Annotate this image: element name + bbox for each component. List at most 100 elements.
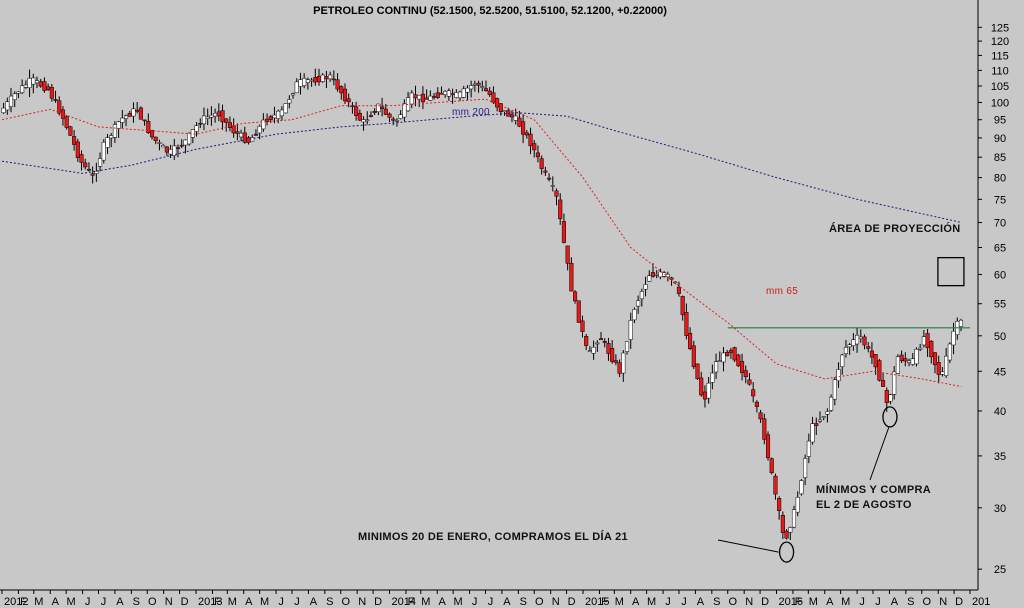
candle-bear	[524, 132, 529, 136]
january-pointer-line	[717, 539, 779, 553]
candle-bear	[487, 90, 492, 96]
x-tick-label: M	[647, 596, 656, 608]
candle-bear	[751, 389, 756, 397]
candle-bear	[676, 286, 682, 294]
candle-bull	[817, 419, 823, 422]
candle-bull	[710, 372, 715, 383]
candle-bear	[602, 340, 607, 343]
candle-bear	[491, 92, 496, 103]
x-tick-label: O	[922, 596, 931, 608]
x-tick-label: A	[439, 596, 447, 608]
candle-bull	[806, 440, 811, 457]
ma200-line	[1, 112, 962, 223]
candle-bear	[702, 391, 707, 400]
candle-bull	[803, 458, 808, 478]
candle-bull	[168, 149, 173, 155]
candle-bear	[72, 136, 77, 145]
x-tick-label: D	[955, 596, 963, 608]
candle-bear	[565, 245, 570, 264]
candle-bull	[665, 274, 670, 278]
candle-bull	[20, 85, 25, 93]
candle-bull	[914, 349, 919, 365]
x-tick-label: M	[454, 596, 463, 608]
x-tick-label: N	[939, 596, 947, 608]
candle-bear	[598, 338, 604, 341]
candle-bear	[346, 98, 351, 103]
candle-bear	[227, 122, 233, 128]
candle-bear	[146, 121, 151, 133]
candle-bear	[903, 358, 908, 362]
candle-bear	[90, 173, 95, 176]
candle-bear	[153, 136, 158, 142]
candle-bear	[198, 123, 203, 125]
x-tick-label: M	[615, 596, 624, 608]
projection-area-label: ÁREA DE PROYECCIÓN	[829, 222, 961, 235]
minimum-marker-ellipse	[882, 406, 898, 428]
x-tick-label: N	[165, 596, 173, 608]
candle-bear	[784, 530, 789, 539]
minimum-marker-ellipse	[778, 541, 795, 563]
candle-bull	[628, 320, 633, 340]
candle-bear	[547, 177, 552, 180]
y-tick-label: 105	[991, 81, 1009, 93]
candle-bear	[814, 423, 819, 426]
x-tick-label: O	[728, 596, 737, 608]
candle-bull	[951, 330, 956, 346]
x-tick-label: S	[326, 596, 333, 608]
candle-bull	[465, 87, 470, 93]
candle-bear	[573, 291, 578, 302]
candle-bear	[49, 87, 54, 99]
candle-bull	[940, 371, 945, 375]
candle-bull	[112, 124, 117, 138]
candle-bull	[201, 115, 207, 125]
y-tick-label: 125	[991, 22, 1009, 34]
candle-bull	[836, 369, 841, 382]
candle-bear	[521, 121, 526, 135]
candle-bear	[216, 111, 221, 117]
candle-bear	[617, 362, 622, 374]
x-tick-label: 2013	[198, 596, 222, 608]
candle-bear	[532, 143, 537, 151]
candle-bear	[138, 107, 143, 120]
candle-bull	[840, 354, 845, 367]
candle-bear	[83, 162, 88, 168]
candle-bull	[469, 85, 474, 90]
candle-bear	[606, 343, 611, 354]
candle-bear	[268, 116, 273, 120]
candle-bear	[335, 79, 340, 90]
candle-bull	[376, 103, 381, 112]
candle-bull	[398, 114, 403, 119]
candle-bear	[684, 312, 689, 336]
y-tick-label: 70	[994, 218, 1006, 230]
candle-bull	[131, 108, 136, 117]
x-tick-label: N	[358, 596, 366, 608]
candle-bear	[316, 75, 322, 83]
x-tick-label: S	[520, 596, 527, 608]
candle-bull	[621, 352, 626, 374]
candle-bull	[921, 336, 926, 346]
candle-bear	[932, 352, 938, 366]
x-tick-label: D	[568, 596, 576, 608]
candle-bear	[46, 86, 51, 90]
candle-bear	[929, 340, 934, 358]
candle-bear	[175, 147, 181, 149]
x-tick-label: D	[761, 596, 769, 608]
candle-bull	[305, 79, 310, 83]
x-tick-label: O	[341, 596, 350, 608]
candle-bull	[446, 90, 451, 97]
candle-bear	[528, 133, 533, 147]
candle-bull	[290, 93, 296, 96]
candle-bear	[435, 92, 440, 98]
y-tick-label: 30	[994, 503, 1006, 515]
annotations-layer: ÁREA DE PROYECCIÓN mm 200 mm 65 MÍNIMOS …	[358, 107, 965, 563]
y-tick-label: 90	[994, 133, 1006, 145]
candle-bull	[591, 346, 596, 354]
candle-bull	[205, 116, 210, 119]
january-min-label: MINIMOS 20 DE ENERO, COMPRAMOS EL DÍA 21	[358, 530, 628, 543]
x-tick-label: A	[826, 596, 834, 608]
candle-bear	[576, 300, 581, 323]
candle-bull	[888, 394, 893, 402]
x-tick-label: N	[745, 596, 753, 608]
candle-bear	[539, 158, 544, 169]
